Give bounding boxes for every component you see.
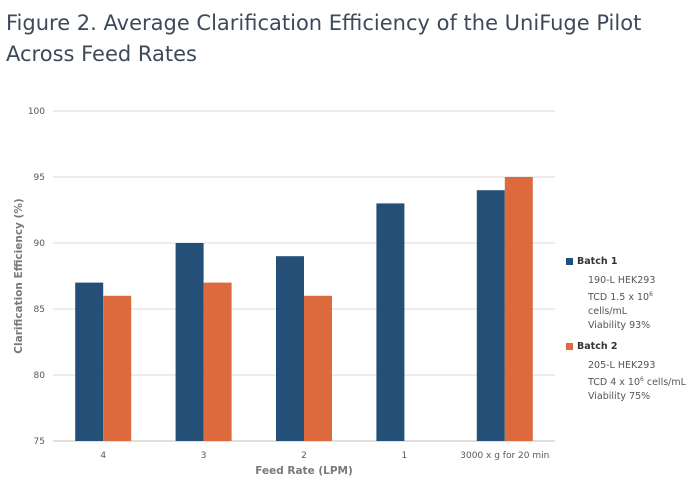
bar-batch-1 <box>376 203 405 441</box>
legend-swatch-batch-2 <box>566 343 573 351</box>
bar-batch-1 <box>476 190 505 441</box>
bar-batch-2 <box>304 295 332 441</box>
x-axis-label: Feed Rate (LPM) <box>255 465 353 477</box>
chart-legend: Batch 1 190-L HEK293 TCD 1.5 x 106 cells… <box>566 256 694 412</box>
x-tick-label: 4 <box>100 451 106 461</box>
y-tick-label: 100 <box>28 107 45 117</box>
y-tick-label: 85 <box>34 305 45 315</box>
bar-batch-2 <box>103 295 132 441</box>
chart-title-line-2: Across Feed Rates <box>6 42 197 66</box>
legend-detail-line: 205-L HEK293 <box>588 360 656 372</box>
bar-batch-1 <box>175 243 204 441</box>
legend-swatch-batch-1 <box>566 258 573 265</box>
legend-entry-batch-1: Batch 1 190-L HEK293 TCD 1.5 x 106 cells… <box>566 256 694 333</box>
y-tick-label: 80 <box>34 371 46 381</box>
chart-title: Figure 2. Average Clarification Efficien… <box>6 8 666 70</box>
bar-batch-2 <box>504 177 533 441</box>
legend-label-batch-2: Batch 2 <box>577 341 618 353</box>
legend-detail-line: TCD 4 x 106 cells/mL <box>588 376 686 389</box>
legend-label-batch-1: Batch 1 <box>577 256 618 267</box>
bar-batch-2 <box>203 282 232 441</box>
y-tick-label: 75 <box>34 437 45 447</box>
legend-detail-line: 190-L HEK293 <box>588 275 656 286</box>
x-tick-label: 2 <box>301 451 307 461</box>
x-tick-label: 3 <box>201 451 207 461</box>
bar-batch-1 <box>75 282 104 441</box>
chart-title-line-1: Figure 2. Average Clarification Efficien… <box>6 11 642 35</box>
legend-entry-batch-2: Batch 2 205-L HEK293 TCD 4 x 106 cells/m… <box>566 341 694 404</box>
legend-detail-line: TCD 1.5 x 106 cells/mL <box>588 291 653 318</box>
x-tick-label: 3000 x g for 20 min <box>460 451 549 461</box>
y-tick-label: 90 <box>34 239 46 249</box>
legend-detail-line: Viability 93% <box>588 320 651 332</box>
legend-detail-line: Viability 75% <box>588 391 651 403</box>
bar-batch-1 <box>276 256 304 441</box>
y-axis-label: Clarification Efficiency (%) <box>13 198 25 353</box>
x-tick-label: 1 <box>402 451 408 461</box>
y-tick-label: 95 <box>34 173 45 183</box>
